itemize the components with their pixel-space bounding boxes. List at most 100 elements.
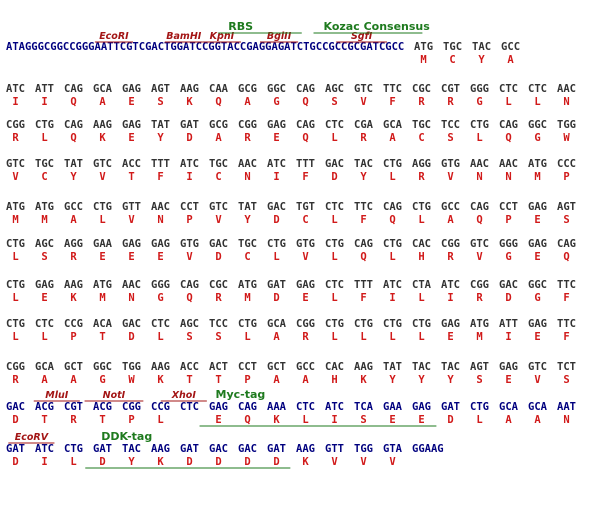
codon: CTG [6, 318, 25, 330]
codon: TAC [441, 361, 460, 373]
codon: CTG [35, 119, 54, 131]
codon: ATC [35, 443, 54, 455]
codon: AGT [470, 361, 489, 373]
feature-label: Myc-tag [216, 388, 266, 401]
amino-acid: V [128, 214, 135, 226]
amino-acid: A [534, 414, 541, 426]
codon: CCC [557, 158, 576, 170]
codon: GAG [528, 201, 547, 213]
codon: CAG [557, 238, 576, 250]
amino-acid: D [12, 456, 18, 468]
codon: ACT [209, 361, 228, 373]
codon: GAT [6, 443, 25, 455]
amino-acid: R [418, 171, 425, 183]
amino-acid: F [157, 171, 163, 183]
restriction-site-label: SgfI [351, 31, 373, 42]
codon: CGT [441, 83, 460, 95]
amino-acid: D [331, 171, 337, 183]
codon: GGC [267, 83, 286, 95]
codon: TTT [296, 158, 315, 170]
codon: TAC [122, 443, 141, 455]
amino-acid: T [99, 414, 105, 426]
amino-acid: L [360, 331, 366, 343]
amino-acid: P [70, 331, 76, 343]
amino-acid: Q [563, 251, 569, 263]
codon: ATC [180, 158, 199, 170]
codon: TGG [354, 443, 373, 455]
codon: GAG [499, 361, 518, 373]
amino-acid: D [244, 456, 250, 468]
amino-acid: F [302, 171, 308, 183]
codon: GAG [151, 238, 170, 250]
codon: GAG [122, 119, 141, 131]
codon: TAC [354, 158, 373, 170]
amino-acid: S [157, 96, 163, 108]
amino-acid: L [476, 414, 482, 426]
codon: GAC [267, 201, 286, 213]
codon: GAC [209, 443, 228, 455]
amino-acid: N [128, 292, 134, 304]
amino-acid: E [534, 214, 540, 226]
codon: CGG [441, 238, 460, 250]
codon: GCG [238, 83, 257, 95]
codon: TTT [354, 279, 373, 291]
amino-acid: C [244, 251, 250, 263]
amino-acid: Y [128, 456, 135, 468]
amino-acid: L [476, 132, 482, 144]
codon: GAC [238, 443, 257, 455]
codon: CTC [325, 201, 344, 213]
codon: GAG [122, 83, 141, 95]
amino-acid: Y [418, 374, 425, 386]
codon: GGC [528, 119, 547, 131]
amino-acid: D [186, 456, 192, 468]
codon: AAG [151, 443, 170, 455]
amino-acid: G [505, 251, 511, 263]
amino-acid: K [157, 456, 164, 468]
amino-acid: C [215, 171, 221, 183]
amino-acid: A [273, 331, 280, 343]
codon: GAC [209, 238, 228, 250]
codon: CTG [6, 279, 25, 291]
codon: CTG [354, 318, 373, 330]
codon: GAC [499, 279, 518, 291]
amino-acid: N [244, 171, 250, 183]
amino-acid: F [389, 96, 395, 108]
amino-acid: V [476, 251, 483, 263]
amino-acid: L [389, 251, 395, 263]
codon: CGC [412, 83, 431, 95]
codon: CTG [6, 238, 25, 250]
amino-acid: K [273, 414, 280, 426]
codon: AAC [238, 158, 257, 170]
amino-acid: Q [215, 96, 221, 108]
amino-acid: E [302, 292, 308, 304]
codon: GTG [441, 158, 460, 170]
codon: CAC [412, 238, 431, 250]
codon: AAG [354, 361, 373, 373]
amino-acid: W [563, 132, 570, 144]
amino-acid: I [41, 456, 47, 468]
amino-acid: M [99, 292, 105, 304]
amino-acid: M [534, 171, 540, 183]
codon: CGG [470, 279, 489, 291]
amino-acid: R [447, 251, 454, 263]
restriction-site-label: EcoRV [15, 432, 49, 443]
feature-label: DDK-tag [101, 430, 152, 443]
amino-acid: S [41, 251, 47, 263]
amino-acid: V [360, 96, 367, 108]
amino-acid: Y [244, 214, 251, 226]
codon: TGC [209, 158, 228, 170]
amino-acid: Q [360, 251, 366, 263]
codon: ATG [470, 318, 489, 330]
codon: TGC [35, 158, 54, 170]
amino-acid: S [476, 374, 482, 386]
amino-acid: A [99, 96, 106, 108]
feature-label: Kozac Consensus [324, 20, 431, 33]
codon: GAG [412, 401, 431, 413]
codon: GGAAG [412, 443, 444, 455]
amino-acid: Y [360, 171, 367, 183]
amino-acid: F [563, 292, 569, 304]
amino-acid: P [186, 214, 192, 226]
amino-acid: A [505, 414, 512, 426]
codon: GTC [354, 83, 373, 95]
amino-acid: D [12, 414, 18, 426]
